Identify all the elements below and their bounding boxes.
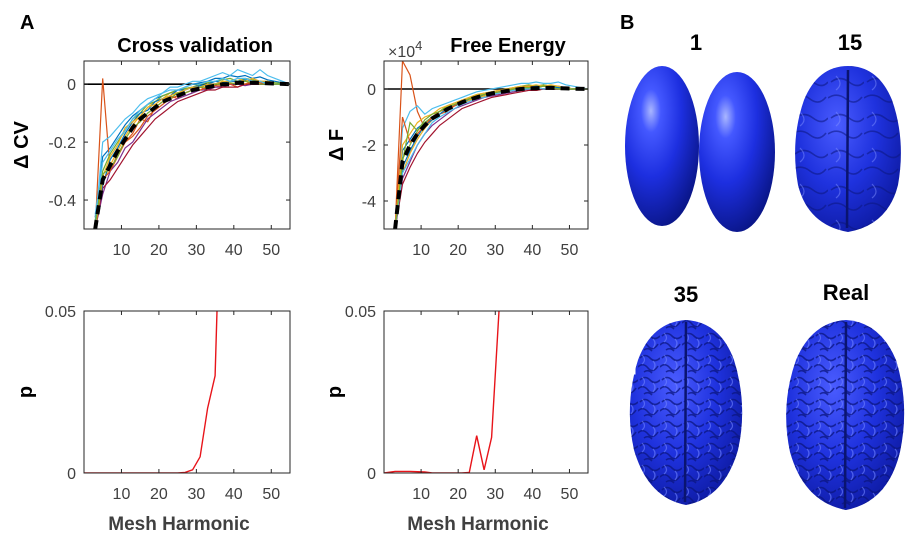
plot-area	[384, 61, 588, 229]
x-tick-label: 40	[225, 242, 243, 259]
x-tick-label: 30	[486, 486, 504, 503]
mean-line	[93, 80, 290, 229]
series-line	[94, 83, 290, 229]
series-line	[94, 83, 290, 229]
x-tick-label: 20	[150, 242, 168, 259]
y-axis-label: Δ CV	[11, 120, 33, 168]
chart-1: 10 20 30 40 50 0 -0.2 -0.4 Cross validation Δ CV	[11, 35, 291, 259]
series-line	[94, 77, 290, 229]
axis-multiplier: ×104	[388, 38, 422, 61]
series-line	[94, 80, 290, 227]
axes-box	[83, 310, 291, 474]
brain-15	[795, 66, 901, 232]
plot-area	[84, 311, 218, 473]
brain-35-fissure	[683, 321, 688, 503]
series-line	[384, 311, 500, 473]
axes-box	[83, 60, 291, 230]
brain-1	[625, 66, 775, 232]
x-tick-label: 50	[262, 242, 280, 259]
x-tick-label: 30	[187, 242, 205, 259]
series-line	[94, 80, 290, 224]
y-tick-label: 0	[67, 466, 76, 483]
series-line	[94, 80, 290, 229]
y-tick-label: 0	[367, 466, 376, 483]
brain-real-label: Real	[822, 280, 870, 305]
series-line	[394, 81, 588, 229]
x-tick-label: 30	[187, 486, 205, 503]
series-line	[394, 85, 588, 229]
axes-box	[383, 310, 589, 474]
panel-label-b: B	[620, 12, 635, 34]
x-tick-label: 10	[412, 242, 430, 259]
y-tick-label: -4	[362, 194, 376, 211]
chart-title: Cross validation	[117, 35, 273, 57]
series-line	[394, 84, 588, 229]
y-tick-label: 0	[367, 82, 376, 99]
x-tick-label: 10	[113, 486, 131, 503]
brain-35	[629, 320, 743, 505]
x-axis-label: Mesh Harmonic	[407, 514, 549, 535]
chart-3: 10 20 30 40 50 0 0.05 p Mesh Harmonic	[15, 304, 291, 535]
x-tick-label: 20	[449, 242, 467, 259]
brain-15-fissure	[845, 69, 850, 229]
x-tick-label: 50	[262, 486, 280, 503]
x-tick-label: 50	[561, 242, 579, 259]
brain-1-label: 1	[689, 30, 703, 55]
x-tick-label: 50	[561, 486, 579, 503]
y-tick-label: 0.05	[345, 304, 376, 321]
series-line	[84, 311, 218, 473]
series-line	[394, 84, 588, 229]
chart-title: Free Energy	[450, 35, 566, 57]
y-tick-label: -0.4	[48, 193, 76, 210]
y-tick-label: 0	[67, 77, 76, 94]
brain-real	[786, 320, 905, 510]
brain-real-fissure	[843, 321, 848, 509]
series-line	[394, 85, 588, 229]
chart-4: 10 20 30 40 50 0 0.05 p Mesh Harmonic	[324, 304, 589, 535]
x-tick-label: 40	[523, 486, 541, 503]
x-axis-label: Mesh Harmonic	[108, 514, 250, 535]
mean-line	[393, 85, 588, 229]
x-tick-label: 10	[113, 242, 131, 259]
x-tick-label: 40	[523, 242, 541, 259]
y-axis-label: p	[15, 386, 37, 398]
chart-2: 10 20 30 40 50 0 -2 -4 Free Energy ×104 Δ F	[326, 35, 589, 259]
plot-area	[84, 68, 290, 229]
series-line	[394, 85, 588, 229]
x-tick-label: 40	[225, 486, 243, 503]
series-line	[394, 85, 588, 229]
y-axis-label: Δ F	[326, 129, 348, 161]
y-tick-label: 0.05	[45, 304, 76, 321]
brain-35-label: 35	[673, 282, 699, 307]
axis-multiplier-exponent: 4	[415, 38, 422, 53]
series-line	[94, 79, 290, 224]
y-tick-label: -2	[362, 138, 376, 155]
x-tick-label: 20	[449, 486, 467, 503]
series-line	[394, 86, 588, 229]
brain-15-label: 15	[837, 30, 863, 55]
series-line	[94, 68, 290, 227]
series-line	[94, 78, 290, 229]
x-tick-label: 30	[486, 242, 504, 259]
series-line	[394, 84, 588, 229]
panel-label-a: A	[20, 12, 35, 34]
ellipsoid-right	[699, 72, 775, 232]
ellipsoid-left	[625, 66, 699, 226]
plot-area	[384, 311, 500, 473]
series-line	[94, 74, 290, 218]
y-axis-label: p	[324, 386, 346, 398]
x-tick-label: 10	[412, 486, 430, 503]
series-line	[94, 77, 290, 215]
series-line	[394, 88, 588, 229]
series-line	[394, 88, 588, 229]
x-tick-label: 20	[150, 486, 168, 503]
y-tick-label: -0.2	[48, 135, 76, 152]
